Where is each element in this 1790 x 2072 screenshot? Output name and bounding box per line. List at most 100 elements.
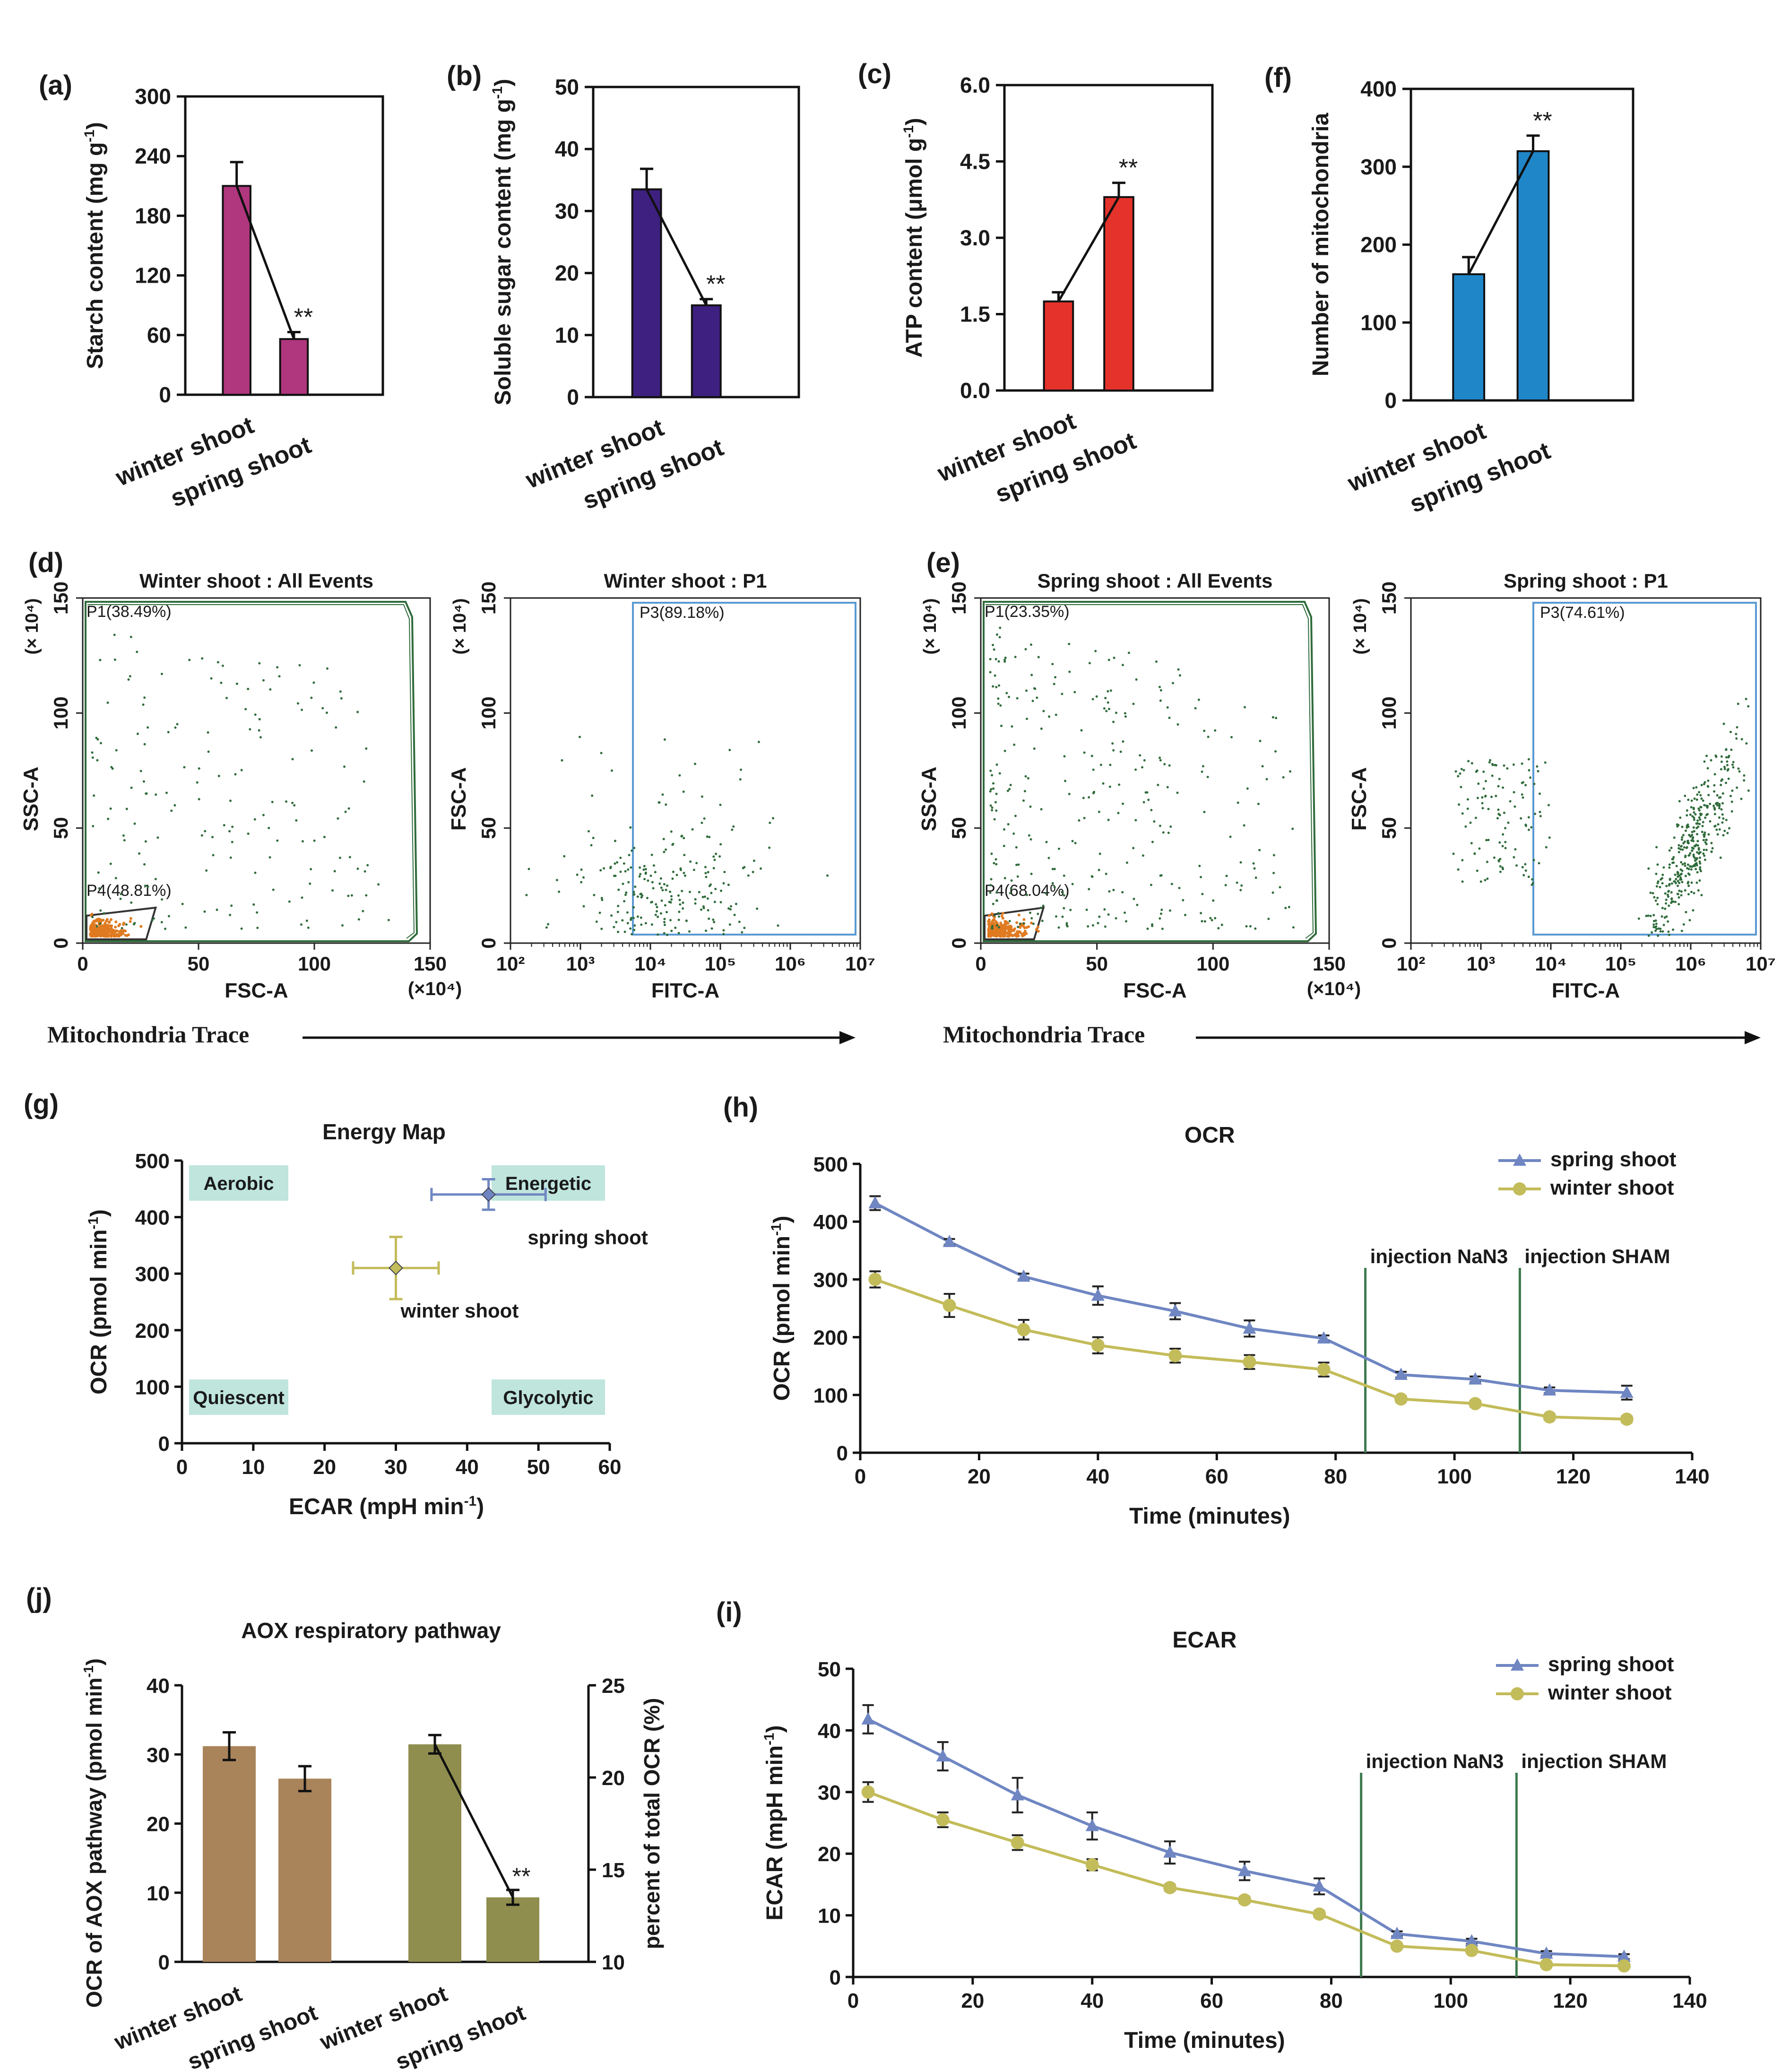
event-dot	[1094, 650, 1097, 652]
event-dot	[143, 696, 146, 699]
event-dot	[593, 893, 596, 896]
event-dot	[695, 862, 698, 865]
y-axis-label-text: Soluble sugar content (mg g	[491, 99, 516, 405]
event-dot	[240, 927, 243, 930]
event-dot	[164, 928, 167, 930]
event-dot	[130, 786, 133, 789]
event-dot	[1207, 736, 1210, 738]
event-dot	[1017, 926, 1020, 928]
y-axis-label-end: )	[762, 1725, 787, 1733]
event-dot	[1464, 825, 1467, 828]
event-dot	[92, 825, 95, 828]
event-dot	[730, 905, 733, 908]
x-axis-label: FSC-A	[225, 979, 288, 1002]
event-dot	[1701, 831, 1704, 833]
event-dot	[1705, 843, 1708, 846]
event-dot	[658, 882, 661, 885]
event-dot	[1122, 740, 1124, 743]
event-dot	[1687, 872, 1690, 875]
event-dot	[1674, 901, 1677, 903]
event-dot	[136, 732, 139, 735]
event-dot-p4	[110, 918, 113, 921]
event-dot	[619, 857, 622, 859]
event-dot	[1003, 877, 1006, 880]
event-dot	[200, 834, 203, 837]
event-dot	[1695, 867, 1697, 870]
event-dot	[321, 707, 324, 710]
event-dot	[1487, 807, 1490, 810]
event-dot-p4	[1001, 917, 1004, 920]
event-dot	[121, 927, 123, 929]
event-dot	[710, 892, 713, 894]
event-dot	[1497, 808, 1500, 811]
event-dot	[1679, 876, 1682, 879]
data-point-triangle	[1085, 1819, 1099, 1831]
event-dot	[127, 678, 130, 681]
gate-p4-label: P4(68.04%)	[985, 882, 1070, 900]
event-dot	[1682, 842, 1685, 845]
event-dot	[1117, 812, 1120, 815]
event-dot	[1211, 919, 1213, 921]
event-dot	[682, 790, 685, 793]
event-dot	[1679, 873, 1682, 876]
event-dot-p4	[1027, 925, 1030, 928]
event-dot	[1725, 781, 1728, 784]
event-dot	[992, 787, 995, 790]
x-tick-label: 40	[1081, 1989, 1104, 2012]
event-dot	[1024, 648, 1027, 650]
event-dot	[640, 893, 643, 895]
event-dot	[107, 817, 110, 820]
event-dot	[1015, 846, 1018, 849]
event-dot	[1498, 841, 1501, 844]
event-dot	[1040, 727, 1043, 730]
event-dot	[1212, 899, 1215, 902]
event-dot	[1003, 844, 1005, 847]
event-dot	[677, 919, 680, 921]
event-dot	[1092, 768, 1095, 771]
event-dot	[580, 868, 583, 871]
event-dot	[995, 792, 998, 795]
x-tick-label: 20	[961, 1989, 984, 2012]
event-dot	[1690, 891, 1693, 893]
event-dot	[1747, 789, 1750, 792]
event-dot	[1108, 785, 1111, 788]
event-dot	[997, 660, 1000, 663]
event-dot	[204, 830, 207, 832]
event-dot	[129, 675, 131, 677]
event-dot	[1243, 706, 1246, 709]
event-dot	[657, 916, 659, 919]
y-right-tick-label: 20	[602, 1767, 625, 1790]
event-dot	[735, 902, 737, 905]
event-dot	[1115, 711, 1117, 714]
quadrant-box	[189, 1165, 288, 1201]
event-dot	[1522, 796, 1524, 799]
event-dot	[1720, 768, 1722, 771]
event-dot	[229, 856, 232, 859]
y-tick-label: 150	[477, 581, 500, 615]
event-dot	[727, 907, 730, 910]
event-dot	[339, 690, 342, 693]
y-left-axis-label-text: OCR of AOX pathway (pmol min	[82, 1678, 106, 2008]
y-axis-label-sup: -1	[86, 1217, 101, 1229]
y-tick-label: 150	[50, 581, 72, 615]
event-dot	[1732, 766, 1735, 769]
event-dot	[1731, 789, 1734, 792]
event-dot	[1743, 774, 1746, 777]
event-dot	[1736, 786, 1738, 789]
event-dot	[387, 919, 390, 921]
event-dot	[362, 910, 364, 912]
event-dot	[772, 817, 775, 820]
event-dot	[617, 888, 620, 891]
event-dot	[1009, 784, 1012, 787]
event-dot-p4	[1006, 935, 1009, 938]
event-dot	[1178, 674, 1181, 677]
y-tick-label: 50	[818, 1658, 841, 1681]
event-dot	[1735, 733, 1738, 736]
x-tick-label: 10⁷	[845, 953, 875, 975]
panel-label: (e)	[926, 547, 960, 578]
event-dot	[700, 908, 703, 911]
event-dot	[1170, 883, 1173, 885]
event-dot-p4	[108, 928, 112, 931]
event-dot	[698, 891, 700, 893]
event-dot	[619, 870, 622, 873]
